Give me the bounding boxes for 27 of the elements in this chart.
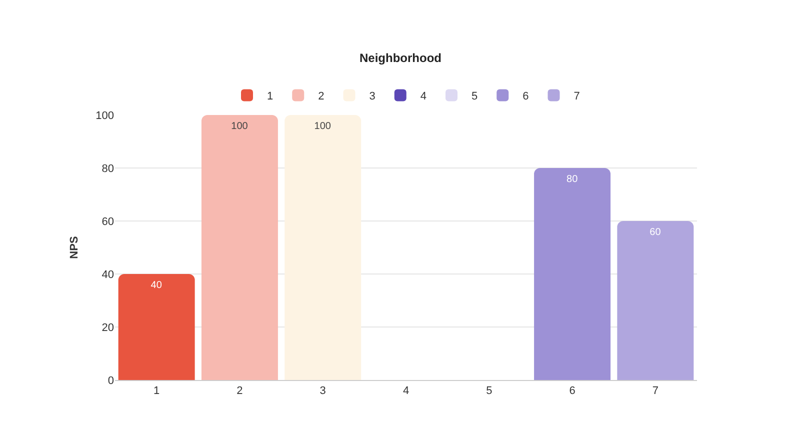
y-tick-label: 40 (102, 268, 114, 281)
legend-label: 4 (420, 90, 426, 102)
legend-label: 2 (318, 90, 324, 102)
x-tick-label: 2 (236, 385, 243, 398)
legend-label: 6 (522, 90, 529, 102)
data-label: 40 (150, 280, 162, 291)
legend-label: 1 (267, 90, 274, 102)
y-tick-label: 60 (102, 216, 114, 228)
x-tick-label: 6 (569, 385, 576, 398)
legend-label: 7 (574, 90, 580, 102)
x-tick-label: 5 (486, 385, 492, 398)
x-tick-label: 3 (320, 385, 326, 398)
y-axis-title: NPS (68, 236, 80, 259)
y-tick-label: 20 (102, 322, 114, 334)
legend-label: 5 (472, 90, 478, 102)
y-tick-label: 80 (102, 162, 114, 175)
x-tick-label: 1 (154, 385, 160, 398)
data-label: 100 (314, 121, 332, 132)
data-label: 100 (231, 121, 248, 132)
legend-label: 3 (369, 90, 376, 102)
y-tick-label: 0 (108, 374, 114, 387)
y-tick-label: 100 (96, 110, 114, 122)
x-tick-label: 7 (652, 385, 658, 398)
x-tick-label: 4 (402, 385, 410, 398)
chart-title: Neighborhood (360, 50, 442, 65)
data-label: 60 (650, 227, 662, 238)
data-label: 80 (566, 174, 578, 185)
